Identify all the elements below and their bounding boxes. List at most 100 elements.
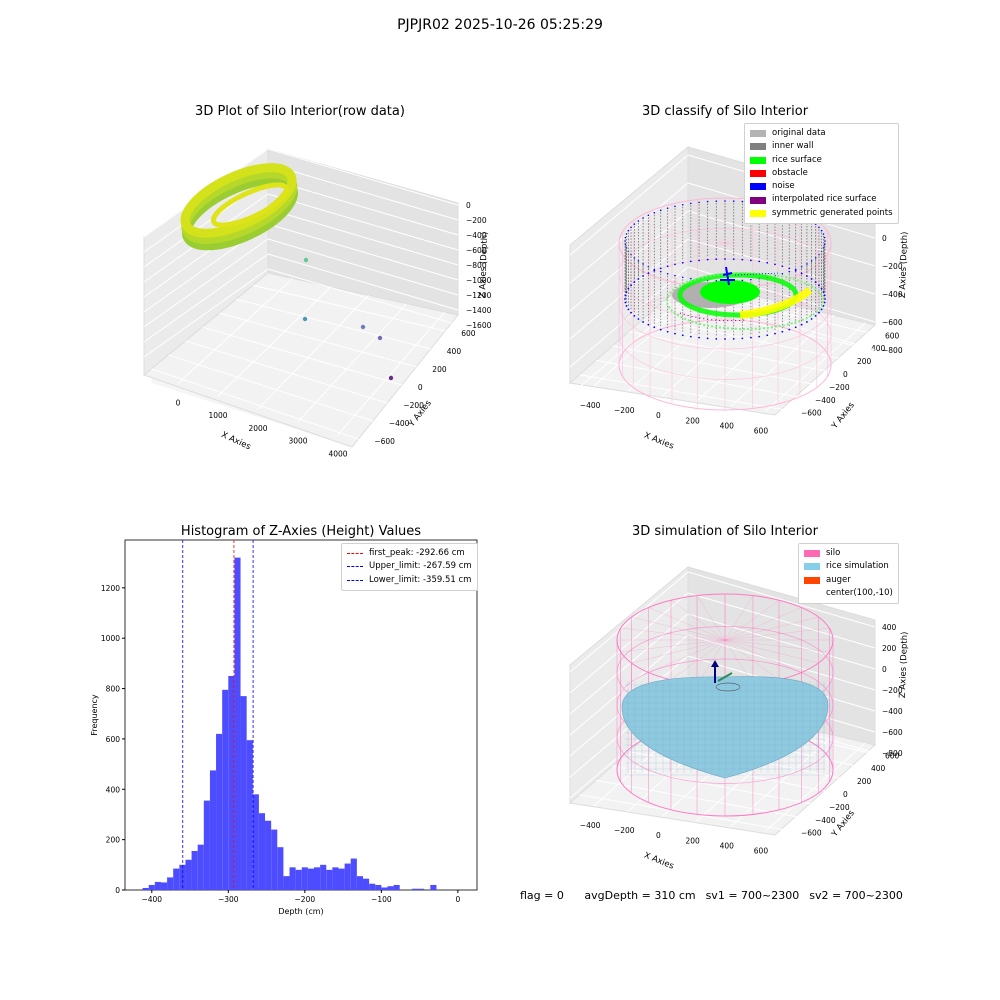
classify-noise-point [806,321,808,323]
histogram-bar [320,864,327,890]
simulation-rice-surface [621,676,829,779]
simulation-plot-title: 3D simulation of Silo Interior [632,524,818,539]
simulation-z-gridline [569,571,689,673]
classify-noise-point [818,226,820,229]
classify-noise-point [627,308,630,311]
raw-outlier-point [303,257,309,263]
classify-noise-point [647,323,650,326]
histogram-legend: first_peak: -292.66 cm Upper_limit: -267.… [341,543,478,591]
classify-plot-title: 3D classify of Silo Interior [641,104,809,119]
simulation-legend-swatch [804,576,820,584]
classify-noise-point [794,326,797,329]
classify-noise-point [758,260,761,263]
classify-x-tick-label: 200 [685,416,700,425]
classify-x-gridline [764,322,866,412]
flag-text: flag = 0 [520,889,564,902]
classify-legend: original data inner wall rice surface obsta… [744,123,899,225]
classify-silo-roof-rib [724,242,753,287]
simulation-legend-item: center(100,-10) [804,587,893,600]
classify-noise-point [647,214,650,217]
simulation-x-tick-label: 600 [754,847,769,856]
classify-z-tick-label: −800 [882,346,903,355]
histogram-legend-item: Upper_limit: -267.59 cm [347,560,472,573]
classify-noise-point [689,260,692,263]
histogram-bar [326,869,333,890]
histogram-bar [332,867,339,890]
classify-legend-swatch [750,170,766,178]
simulation-auger-trace [715,682,741,692]
raw-z-tick-label: −200 [466,216,487,225]
histogram-bar [369,883,376,890]
classify-silo-roof-rib [622,242,726,255]
simulation-3d-plot: −400 −200 0 200 400 600 600 400 200 0 −200 −400 −600… [568,565,910,872]
classify-noise-point [624,236,627,239]
classify-noise-point [820,287,823,290]
raw-ring-points [180,163,297,238]
histogram-bar [283,876,290,890]
simulation-z-gridline [687,613,876,670]
histogram-bar [154,881,161,890]
classify-noise-point [633,281,636,283]
histogram-legend-line [347,553,363,555]
histogram-bar [314,867,321,890]
classify-legend-item: original data [750,127,893,140]
simulation-silo-roof-rib [724,639,802,673]
simulation-silo-roof-rib [724,616,819,641]
simulation-legend-swatch [804,563,820,571]
histogram-y-axis-label: Frequency [90,694,99,736]
classify-noise-point [647,272,650,275]
simulation-z-gridline [569,613,689,715]
raw-y-tick-label: −200 [403,401,424,410]
simulation-z-tick-label: −800 [882,749,903,758]
classify-noise-cluster [720,266,735,286]
raw-y-tick-label: 600 [461,329,476,338]
simulation-y-tick-label: −600 [801,829,822,838]
classify-noise-point [625,305,628,307]
raw-x-tick-label: 2000 [248,424,267,433]
histogram-bar [148,884,155,890]
classify-noise-point [627,287,630,290]
classify-noise-point [674,332,676,335]
classify-z-tick-label: 0 [882,234,887,243]
histogram-title: Histogram of Z-Axies (Height) Values [180,524,422,539]
simulation-silo-roof-rib [724,607,802,641]
classify-y-tick-label: −200 [829,383,850,392]
classify-noise-point [788,267,791,270]
histogram-bar [265,820,272,890]
histogram-x-tick-label: 0 [455,895,460,904]
raw-y-tick-label: −400 [389,419,410,428]
classify-noise-point [794,268,797,271]
raw-z-gridline [143,238,269,328]
simulation-y-tick-label: 0 [843,790,848,799]
classify-noise-point [814,315,817,317]
raw-y-tick-label: 400 [447,347,462,356]
simulation-z-tick-label: 0 [882,665,887,674]
classify-noise-point [732,337,735,340]
classify-noise-point [823,243,826,246]
histogram-bar [258,813,266,890]
classify-noise-point [706,337,709,340]
raw-z-gridline [267,148,459,206]
histogram-bar [191,850,198,890]
classify-interpolated-surface [679,312,746,322]
raw-z-gridline [267,163,459,221]
classify-silo-roof-rib [649,210,726,244]
classify-y-axis-label: Y Axies [829,400,857,432]
histogram-bar [418,888,425,890]
raw-z-tick-label: −1200 [466,291,492,300]
histogram-bar [338,868,345,890]
raw-z-gridline [267,178,459,236]
simulation-legend-item: silo [804,547,893,560]
classify-noise-point [666,272,669,275]
simulation-z-tick-label: −400 [882,707,903,716]
classify-noise-point [637,260,640,262]
classify-noise-point [681,261,684,264]
simulation-legend-label: rice simulation [826,561,889,572]
classify-noise-point [822,233,825,235]
classify-x-tick-label: 0 [656,411,661,420]
raw-y-gridline [202,326,402,386]
classify-noise-point [698,201,700,204]
simulation-z-gridline [569,592,689,694]
classify-noise-point [810,278,813,280]
raw-z-tick-label: −1000 [466,276,492,285]
